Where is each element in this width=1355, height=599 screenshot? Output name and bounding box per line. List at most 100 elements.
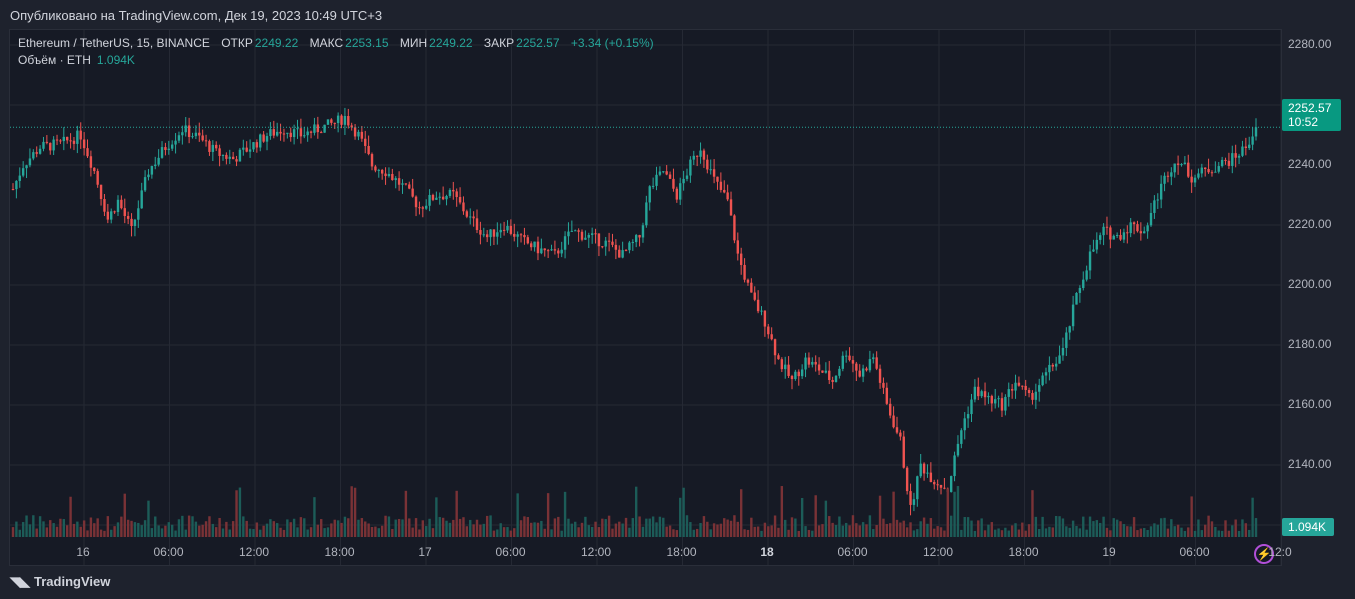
volume-bar [489,515,492,537]
volume-bar [916,529,919,537]
candle-body [340,115,343,125]
volume-bar [323,528,326,537]
volume-bar [21,522,25,537]
volume-legend[interactable]: Объём · ETH 1.094K [18,53,135,67]
candle-body [580,231,584,240]
candle-body [441,196,445,200]
candle-body [861,368,865,377]
candle-body [255,142,259,148]
open-label: ОТКР [221,36,253,50]
candle-body [462,202,465,212]
volume-bar [157,525,160,537]
candle-body [1159,183,1163,200]
candle-body [1207,168,1210,173]
candle-body [82,139,86,149]
candle-body [110,211,113,220]
candle-body [225,154,228,159]
candle-body [1193,177,1197,183]
volume-bar [604,519,607,537]
close-label: ЗАКР [483,36,515,50]
candle-body [248,149,252,152]
volume-bar [770,525,773,537]
y-tick-label: 2220.00 [1288,217,1332,231]
candle-body [516,234,519,237]
candle-body [533,241,536,248]
candle-body [1234,153,1237,158]
candle-body [116,199,120,213]
volume-bar [895,519,899,537]
volume-bar [557,516,560,537]
volume-bar [987,524,990,537]
candle-body [1136,224,1139,232]
symbol-legend[interactable]: Ethereum / TetherUS, 15, BINANCE ОТКР 224… [18,36,656,50]
volume-bar [347,518,350,537]
volume-bar [1139,528,1143,537]
candle-body [1210,172,1214,174]
symbol-name[interactable]: Ethereum / TetherUS, 15, BINANCE [18,36,210,50]
candle-body [892,415,895,428]
volume-bar [336,520,340,537]
candle-body [790,375,794,380]
candle-body [563,236,567,250]
candle-body [275,131,279,136]
volume-bar [49,520,52,537]
candle-body [289,132,292,138]
candle-body [875,357,878,369]
published-text: Опубликовано на TradingView.com, Дек 19,… [10,8,383,23]
candle-body [838,368,841,376]
candle-body [130,218,133,227]
candle-body [895,427,899,433]
volume-bar [269,519,272,537]
volume-bar [425,526,428,537]
volume-bar [773,515,777,537]
y-tick-label: 2140.00 [1288,457,1332,471]
volume-bar [65,525,69,537]
volume-bar [421,520,425,537]
candle-body [675,188,679,200]
candle-body [963,418,966,431]
candle-body [800,369,804,377]
candle-body [269,129,272,137]
volume-bar [1149,526,1153,537]
price-axis[interactable]: 2280.002260.002240.002220.002200.002180.… [1282,29,1355,566]
volume-bar [1227,530,1231,537]
candle-body [685,175,689,179]
candle-body [1129,222,1132,234]
candle-body [367,145,370,155]
volume-bar [1034,516,1038,537]
y-tick-label: 2180.00 [1288,337,1332,351]
candle-body [296,128,299,130]
chart-pane[interactable]: Ethereum / TetherUS, 15, BINANCE ОТКР 224… [9,29,1282,566]
last-price-value: 2252.57 [1288,101,1332,115]
volume-bar [739,489,743,537]
volume-bar [939,527,943,537]
candle-body [658,171,662,175]
candle-body [187,125,191,137]
volume-bar [475,519,479,537]
candle-body [750,282,753,293]
volume-bar [1183,530,1187,537]
volume-bar [59,518,62,537]
candle-body [401,183,404,185]
candle-body [1044,372,1048,376]
volume-bar [1038,529,1041,537]
candle-body [662,171,665,173]
candle-body [235,159,238,162]
candle-body [18,175,21,181]
candle-body [160,147,164,158]
volume-bar [994,529,997,537]
candle-body [614,244,618,250]
brand[interactable]: ◥◣ TradingView [10,574,110,590]
candle-body [414,196,418,208]
candle-body [502,229,506,231]
candle-body [472,216,475,219]
candlestick-chart[interactable] [10,30,1282,566]
volume-bar [120,516,123,537]
candle-body [878,368,882,383]
candle-body [939,484,943,488]
volume-bar [990,522,994,537]
volume-bar [733,515,736,537]
candle-body [828,370,831,381]
lightning-icon[interactable]: ⚡ [1254,544,1274,564]
candle-body [252,142,255,150]
